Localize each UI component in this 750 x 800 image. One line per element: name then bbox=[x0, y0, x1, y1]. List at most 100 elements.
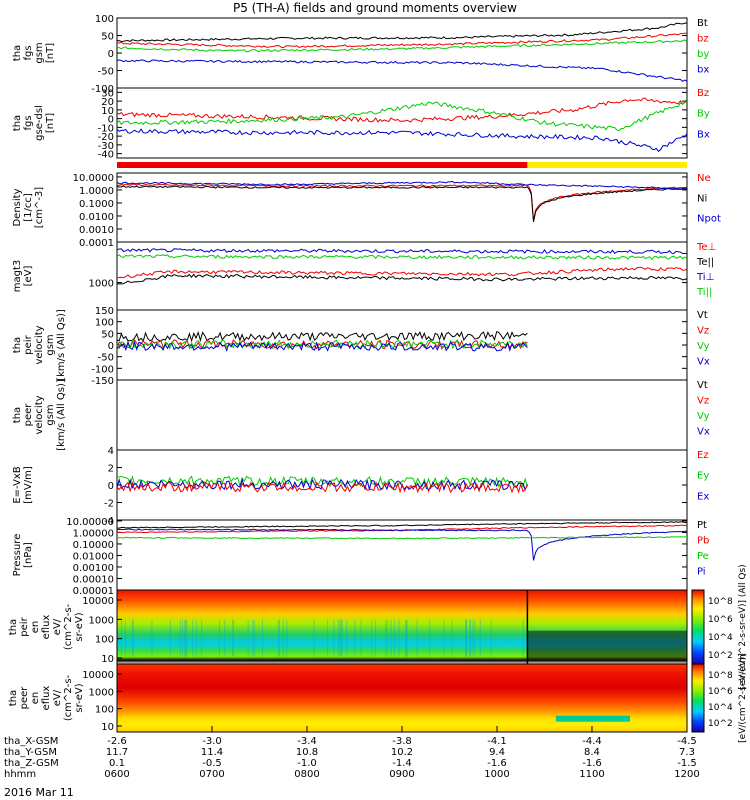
x-row-value: 1100 bbox=[579, 769, 604, 780]
y-axis-label: [mV/m] bbox=[23, 466, 34, 504]
colorbar-tick-label: 10^6 bbox=[708, 687, 733, 697]
x-row-value: -3.4 bbox=[297, 736, 317, 747]
colorbar-label: [eV/(cm^2-s-sr-eV)] bbox=[738, 653, 748, 743]
series-line-Vx bbox=[116, 340, 528, 352]
y-tick-label: 10 bbox=[101, 654, 114, 665]
colorbar-tick-label: 10^4 bbox=[708, 703, 733, 713]
y-tick-label: 100 bbox=[95, 635, 114, 646]
y-axis-label: tha bbox=[8, 690, 19, 706]
y-axis-label: velocity bbox=[34, 395, 45, 434]
y-axis-label: fgs bbox=[23, 45, 34, 60]
series-line-Pt bbox=[116, 521, 688, 529]
x-row-value: 9.4 bbox=[489, 747, 505, 758]
legend-entry: Ti⊥ bbox=[696, 272, 714, 283]
legend-entry: by bbox=[697, 49, 709, 60]
x-row-value: -1.5 bbox=[677, 758, 697, 769]
series-line-bz bbox=[116, 32, 687, 49]
panel-peer_eflux: 10000 1000 100 10 10^8 10^6 10^4 10^2 [eV/(cm^2-… bbox=[8, 653, 748, 743]
y-tick-label: -150 bbox=[91, 376, 114, 387]
y-tick-label: 0.0010 bbox=[79, 225, 114, 236]
y-axis-label: E=-VxB bbox=[12, 466, 23, 503]
x-row-value: -1.0 bbox=[297, 758, 317, 769]
x-row-label: tha_Y-GSM bbox=[4, 747, 57, 758]
y-tick-label: 1.00000 bbox=[73, 528, 114, 539]
y-tick-label: 0 bbox=[108, 341, 114, 352]
y-tick-label: 10.0000 bbox=[73, 173, 114, 184]
series-line-Te|| bbox=[116, 273, 688, 285]
y-tick-label: 10000 bbox=[82, 670, 114, 681]
y-axis-label: gsm bbox=[45, 404, 56, 425]
series-line-by bbox=[116, 39, 688, 53]
panel-temperature: 1000 magt3 [eV] Te⊥ Te|| Ti⊥ Ti|| bbox=[12, 241, 716, 311]
y-axis-label: [nPa] bbox=[23, 542, 34, 568]
y-axis-label: gsm bbox=[34, 42, 45, 63]
legend-entry: Vt bbox=[697, 380, 708, 391]
legend-entry: Bz bbox=[697, 88, 709, 99]
y-axis-label: sr-eV) bbox=[74, 612, 85, 641]
legend-entry: Ti|| bbox=[696, 287, 712, 298]
y-tick-label: 1000 bbox=[89, 615, 114, 626]
legend-entry: Bx bbox=[697, 129, 710, 140]
y-tick-label: 0.00010 bbox=[73, 574, 114, 585]
y-tick-label: -50 bbox=[98, 353, 114, 364]
y-axis-label: eflux bbox=[41, 686, 52, 711]
legend-entry: Pe bbox=[697, 551, 709, 562]
y-tick-label: 100 bbox=[95, 705, 114, 716]
y-tick-label: 4 bbox=[108, 446, 114, 457]
y-axis-label: eV/ bbox=[52, 689, 63, 706]
legend-entry: Ey bbox=[697, 471, 709, 482]
series-line-Ti|| bbox=[116, 254, 688, 261]
x-row-value: -1.6 bbox=[582, 758, 602, 769]
y-tick-label: 0 bbox=[108, 481, 114, 492]
panel-frame bbox=[116, 87, 688, 159]
y-tick-label: 0 bbox=[108, 115, 114, 126]
y-axis-label: sr-eV) bbox=[74, 683, 85, 712]
y-tick-label: 0 bbox=[108, 49, 114, 60]
x-row-value: 0.1 bbox=[109, 758, 125, 769]
x-row-value: 11.4 bbox=[201, 747, 223, 758]
x-row-value: 1000 bbox=[484, 769, 509, 780]
panel-pressure: 10.000001.000000.100000.010000.001000.00… bbox=[12, 517, 709, 597]
x-row-value: 10.2 bbox=[391, 747, 413, 758]
x-row-label: hhmm bbox=[4, 769, 36, 780]
panel-fgs_gsm: 100 50 0 -50 -100 tha fgs gsm [nT] Bt bz by bx bbox=[12, 14, 709, 95]
series-line-Pi bbox=[116, 528, 688, 561]
series-line-Vy bbox=[116, 338, 528, 350]
y-axis-label: eflux bbox=[41, 615, 52, 640]
series-line-Npot bbox=[116, 180, 688, 191]
y-tick-label: 10 bbox=[101, 106, 114, 117]
x-row-value: 11.7 bbox=[106, 747, 128, 758]
series-line-Ey bbox=[116, 475, 528, 489]
y-axis-label: [nT] bbox=[45, 113, 56, 133]
y-axis-label: peer bbox=[19, 686, 30, 710]
y-axis-label: tha bbox=[12, 115, 23, 131]
legend-entry: Te⊥ bbox=[696, 242, 716, 253]
y-axis-label: peir bbox=[19, 616, 30, 636]
x-row-value: 0700 bbox=[199, 769, 224, 780]
y-tick-label: 0.00100 bbox=[73, 563, 114, 574]
y-axis-label: tha bbox=[12, 45, 23, 61]
x-row-label: tha_X-GSM bbox=[4, 736, 58, 747]
y-axis-label: gsm bbox=[45, 334, 56, 355]
series-line-Bx bbox=[116, 128, 688, 153]
legend-entry: Npot bbox=[697, 214, 721, 225]
y-tick-label: 10000 bbox=[82, 596, 114, 607]
y-tick-label: 0.1000 bbox=[79, 199, 114, 210]
y-tick-label: 50 bbox=[101, 32, 114, 43]
x-row-value: -3.0 bbox=[202, 736, 222, 747]
y-tick-label: 0.0001 bbox=[79, 238, 114, 249]
y-axis-label: [eV] bbox=[23, 266, 34, 287]
y-tick-label: 10 bbox=[101, 722, 114, 733]
y-axis-label: en bbox=[30, 621, 41, 634]
y-axis-label: (cm^2-s- bbox=[63, 603, 74, 650]
y-axis-label: eV/ bbox=[52, 618, 63, 635]
y-axis-label: tha bbox=[8, 619, 19, 635]
series-line-Vt bbox=[116, 330, 528, 343]
panel-efield: 4 2 0 -2 -4 E=-VxB [mV/m] Ez Ey Ex bbox=[12, 446, 709, 527]
x-row-value: -4.4 bbox=[582, 736, 602, 747]
y-tick-label: 10.00000 bbox=[66, 517, 114, 528]
legend-entry: Vy bbox=[697, 411, 710, 422]
x-row-value: -4.1 bbox=[487, 736, 507, 747]
